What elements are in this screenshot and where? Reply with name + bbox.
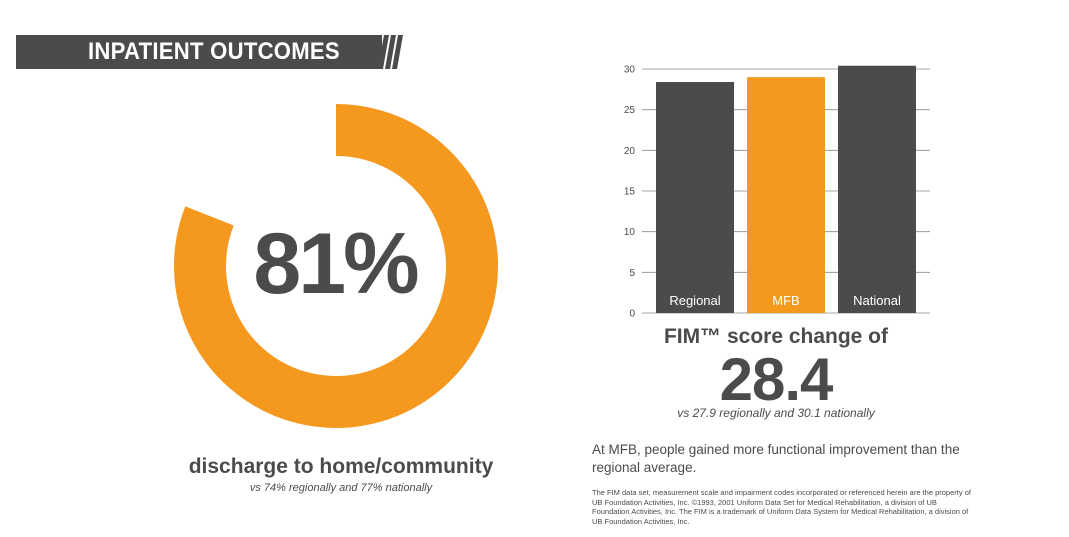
y-tick-label: 0 (629, 309, 635, 320)
fim-summary: At MFB, people gained more functional im… (592, 442, 960, 475)
y-tick-label: 20 (624, 146, 636, 157)
discharge-donut-chart (174, 104, 498, 428)
title-stripes-decoration (378, 35, 403, 69)
fim-bar-chart: 0 5 10 15 20 25 30 Regional MFB National (624, 65, 930, 320)
bar-mfb (747, 77, 825, 313)
y-tick-label: 5 (629, 268, 635, 279)
bar-national (838, 65, 916, 313)
donut-arc-discharge (174, 104, 498, 428)
y-tick-label: 10 (624, 227, 636, 238)
y-tick-label: 15 (624, 187, 636, 198)
fim-comparison: vs 27.9 regionally and 30.1 nationally (677, 406, 875, 420)
bar-regional (656, 82, 734, 313)
fim-score-value: 28.4 (719, 346, 834, 413)
bar-label-mfb: MFB (772, 293, 799, 308)
discharge-percent: 81% (253, 216, 419, 312)
y-tick-label: 30 (624, 65, 636, 76)
page-title: INPATIENT OUTCOMES (88, 38, 340, 65)
discharge-label: discharge to home/community (188, 455, 494, 478)
fim-score-label: FIM™ score change of (663, 325, 889, 348)
bar-label-regional: Regional (669, 293, 720, 308)
y-tick-label: 25 (624, 105, 636, 116)
bar-label-national: National (853, 293, 901, 308)
title-banner (16, 35, 382, 69)
discharge-comparison: vs 74% regionally and 77% nationally (249, 482, 433, 494)
fim-footnote: The FIM data set, measurement scale and … (592, 488, 971, 526)
